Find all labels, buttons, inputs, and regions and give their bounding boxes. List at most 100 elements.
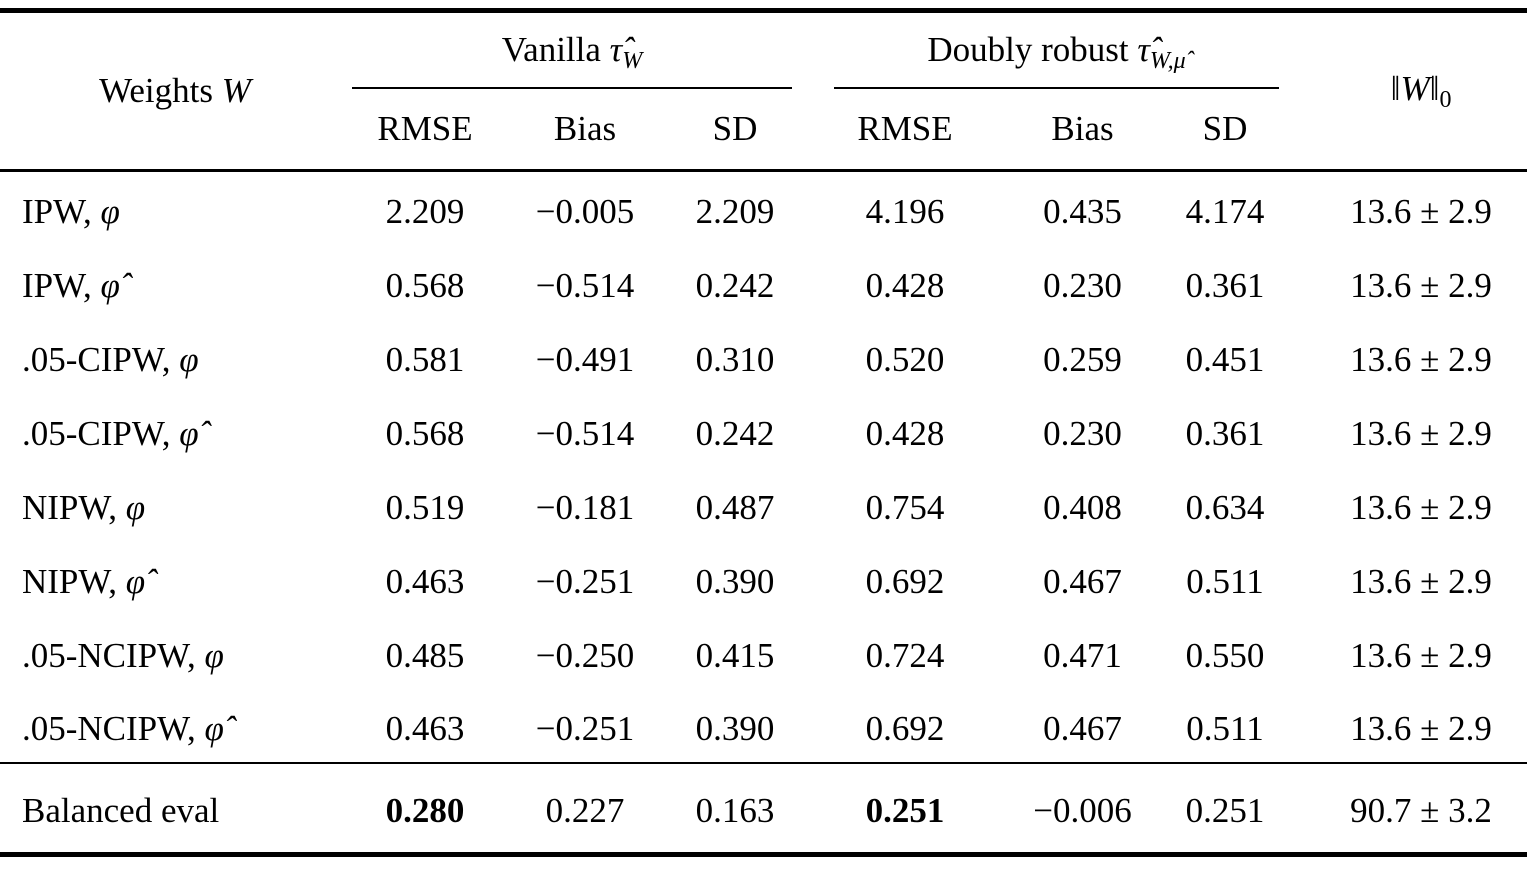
vanilla-sd-cell: 0.242 (695, 413, 775, 453)
norm-w0-cell: 13.6 ± 2.9 (1350, 709, 1492, 748)
tau-subscript: W,μ̂ (1149, 47, 1186, 74)
weight-scheme-name: .05-CIPW, (22, 413, 171, 453)
weight-scheme-name: .05-NCIPW, (22, 635, 196, 675)
vanilla-header-text: Vanilla (501, 29, 601, 69)
propensity-symbol: φ̂ (100, 265, 120, 305)
row-label: .05-NCIPW, φ̂ (0, 689, 350, 763)
doubly-robust-rmse-header: RMSE (857, 108, 953, 148)
balanced-eval-row: Balanced eval 0.280 0.227 0.163 0.251 −0… (0, 761, 1527, 855)
norm-w0-cell: 13.6 ± 2.9 (1350, 339, 1492, 379)
vanilla-group-header: Vanilla τ̂W (350, 11, 800, 89)
norm-w-symbol: W (1400, 68, 1430, 108)
norm-subscript: 0 (1439, 86, 1452, 113)
table-header: Weights W Vanilla τ̂W Doubly robust τ̂W,… (0, 11, 1527, 171)
vanilla-sd-cell: 0.415 (695, 635, 775, 675)
vanilla-rmse-cell: 2.209 (385, 192, 465, 232)
vanilla-bias-cell: −0.181 (535, 487, 635, 527)
doubly-robust-sd-cell: 0.361 (1185, 413, 1265, 453)
norm-w0-cell: 13.6 ± 2.9 (1350, 487, 1492, 527)
vanilla-bias-cell: −0.005 (535, 192, 635, 232)
weight-scheme-name: .05-NCIPW, (22, 709, 196, 748)
norm-w0-cell: 13.6 ± 2.9 (1350, 561, 1492, 601)
weight-scheme-name: NIPW, (22, 561, 117, 601)
doubly-robust-rmse-cell: 0.692 (865, 709, 945, 748)
doubly-robust-sd-cell: 0.361 (1185, 265, 1265, 305)
doubly-robust-bias-cell: 0.467 (1043, 709, 1122, 748)
vanilla-sd-cell: 0.487 (695, 487, 775, 527)
doubly-robust-bias-cell: 0.230 (1043, 413, 1122, 453)
propensity-symbol: φ̂ (125, 561, 146, 601)
norm-w0-cell: 13.6 ± 2.9 (1350, 265, 1492, 305)
vanilla-sd-cell: 0.390 (695, 709, 775, 748)
doubly-robust-rmse-cell: 0.520 (865, 339, 945, 379)
vanilla-rmse-cell: 0.581 (385, 339, 465, 379)
doubly-robust-rmse-cell: 0.692 (865, 561, 945, 601)
doubly-robust-bias-cell: 0.435 (1043, 192, 1122, 232)
propensity-symbol: φ (125, 487, 146, 527)
row-label: .05-CIPW, φ (0, 319, 350, 393)
row-label: IPW, φ (0, 171, 350, 245)
doubly-robust-bias-cell: 0.408 (1043, 487, 1122, 527)
doubly-robust-sd-cell: 0.511 (1186, 561, 1264, 601)
vanilla-bias-header: Bias (553, 108, 617, 148)
table-row: NIPW, φ̂ 0.463 −0.251 0.390 0.692 0.467 … (0, 541, 1527, 615)
doubly-robust-bias-cell: 0.471 (1043, 635, 1122, 675)
table-row: IPW, φ 2.209 −0.005 2.209 4.196 0.435 4.… (0, 171, 1527, 245)
tau-hat-symbol: τ̂ (609, 29, 623, 69)
doubly-robust-rmse-cell: 4.196 (865, 192, 945, 232)
vanilla-bias-cell: −0.491 (535, 339, 635, 379)
table-body: IPW, φ 2.209 −0.005 2.209 4.196 0.435 4.… (0, 171, 1527, 855)
vanilla-rmse-cell: 0.519 (385, 487, 465, 527)
table-row: IPW, φ̂ 0.568 −0.514 0.242 0.428 0.230 0… (0, 245, 1527, 319)
doubly-robust-header-text: Doubly robust (927, 29, 1129, 69)
norm-close-bar: ‖ (1429, 68, 1440, 108)
vanilla-rmse-header: RMSE (377, 108, 473, 148)
norm-column-header: ‖W‖0 (1295, 11, 1527, 171)
vanilla-bias-cell: −0.251 (535, 561, 635, 601)
vanilla-sd-cell: 0.163 (670, 761, 800, 855)
row-label: .05-CIPW, φ̂ (0, 393, 350, 467)
propensity-symbol: φ̂ (204, 709, 224, 748)
doubly-robust-sd-cell: 0.511 (1186, 709, 1264, 748)
propensity-symbol: φ (179, 339, 199, 379)
tau-subscript: W (622, 47, 643, 74)
row-label: NIPW, φ (0, 467, 350, 541)
row-label: NIPW, φ̂ (0, 541, 350, 615)
norm-w0-cell: 90.7 ± 3.2 (1295, 761, 1527, 855)
norm-w0-cell: 13.6 ± 2.9 (1350, 192, 1492, 232)
vanilla-bias-cell: −0.514 (535, 413, 635, 453)
weight-scheme-name: NIPW, (22, 487, 117, 527)
vanilla-rmse-cell: 0.568 (385, 413, 465, 453)
results-table: Weights W Vanilla τ̂W Doubly robust τ̂W,… (0, 8, 1527, 857)
doubly-robust-rmse-cell: 0.428 (865, 265, 945, 305)
vanilla-bias-cell: −0.250 (535, 635, 635, 675)
vanilla-rmse-cell: 0.485 (385, 635, 465, 675)
doubly-robust-bias-cell: 0.259 (1043, 339, 1122, 379)
vanilla-bias-cell: −0.251 (535, 709, 635, 748)
norm-open-bar: ‖ (1390, 68, 1401, 108)
propensity-symbol: φ (100, 192, 120, 232)
vanilla-sd-cell: 2.209 (695, 192, 775, 232)
vanilla-rmse-cell: 0.463 (385, 709, 465, 748)
table-row: .05-CIPW, φ̂ 0.568 −0.514 0.242 0.428 0.… (0, 393, 1527, 467)
doubly-robust-sd-cell: 4.174 (1185, 192, 1265, 232)
tau-hat-symbol: τ̂ (1137, 29, 1150, 69)
doubly-robust-bias-cell: 0.230 (1043, 265, 1122, 305)
doubly-robust-cmidrule: Doubly robust τ̂W,μ̂ (834, 29, 1280, 89)
norm-w0-cell: 13.6 ± 2.9 (1350, 635, 1492, 675)
weights-header-text: Weights (99, 71, 213, 110)
weight-scheme-name: IPW, (22, 265, 92, 305)
doubly-robust-rmse-cell: 0.428 (865, 413, 945, 453)
table-row: .05-CIPW, φ 0.581 −0.491 0.310 0.520 0.2… (0, 319, 1527, 393)
table-row: .05-NCIPW, φ̂ 0.463 −0.251 0.390 0.692 0… (0, 689, 1527, 763)
doubly-robust-group-header: Doubly robust τ̂W,μ̂ (800, 11, 1295, 89)
weight-scheme-name: .05-CIPW, (22, 339, 171, 379)
doubly-robust-rmse-cell: 0.724 (865, 635, 945, 675)
doubly-robust-sd-cell: 0.634 (1185, 487, 1265, 527)
vanilla-rmse-cell: 0.280 (350, 761, 500, 855)
weights-column-header: Weights W (0, 11, 350, 171)
row-label: IPW, φ̂ (0, 245, 350, 319)
vanilla-rmse-cell: 0.568 (385, 265, 465, 305)
table-row: NIPW, φ 0.519 −0.181 0.487 0.754 0.408 0… (0, 467, 1527, 541)
doubly-robust-rmse-cell: 0.251 (800, 761, 1010, 855)
